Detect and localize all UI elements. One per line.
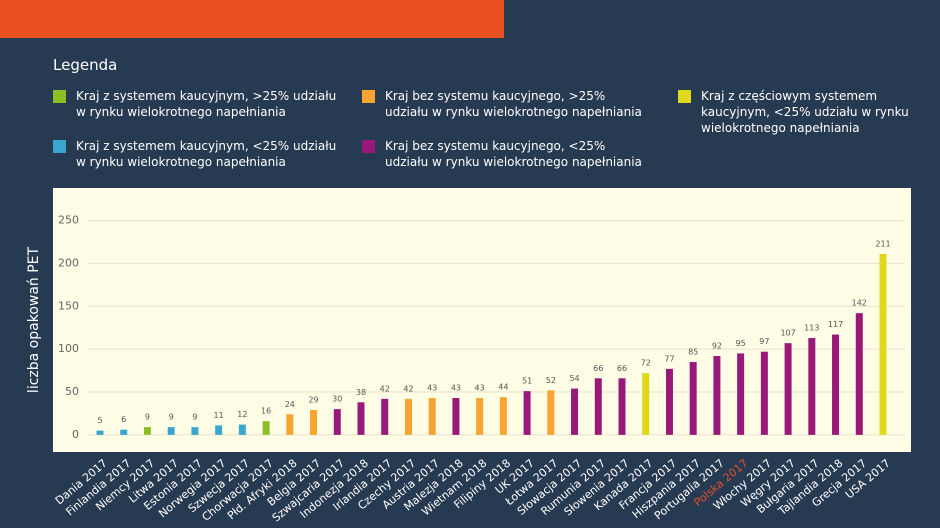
value-label: 97 <box>759 337 769 346</box>
bar <box>286 414 294 435</box>
value-label: 211 <box>875 240 890 249</box>
bar <box>808 338 816 435</box>
y-tick-label: 0 <box>72 428 79 441</box>
legend-title: Legenda <box>53 56 118 74</box>
value-label: 12 <box>237 410 247 419</box>
bar <box>404 398 412 435</box>
bar <box>618 378 626 435</box>
bar <box>96 430 104 435</box>
value-label: 24 <box>285 400 295 409</box>
value-label: 113 <box>804 324 819 333</box>
bar <box>381 398 389 435</box>
bar <box>571 388 579 435</box>
bar <box>499 397 507 435</box>
bar <box>191 427 199 435</box>
legend-item: Kraj z systemem kaucyjnym, <25% udziału … <box>53 138 341 170</box>
legend-item: Kraj z częściowym systemem kaucyjnym, <2… <box>678 88 911 136</box>
bar <box>333 409 341 435</box>
bar <box>215 425 223 435</box>
legend-swatch <box>678 90 691 103</box>
bar <box>689 362 697 435</box>
value-label: 95 <box>736 339 746 348</box>
legend-label: Kraj z systemem kaucyjnym, >25% udziału … <box>76 89 337 119</box>
value-label: 142 <box>852 299 867 308</box>
bar <box>238 424 246 435</box>
value-label: 92 <box>712 342 722 351</box>
value-label: 44 <box>498 383 508 392</box>
legend-item: Kraj z systemem kaucyjnym, >25% udziału … <box>53 88 341 120</box>
legend-swatch <box>362 140 375 153</box>
legend-label: Kraj bez systemu kaucyjnego, >25% udział… <box>385 89 642 119</box>
legend-label: Kraj bez systemu kaucyjnego, <25% udział… <box>385 139 642 169</box>
y-tick-label: 250 <box>58 214 79 227</box>
legend-label: Kraj z systemem kaucyjnym, <25% udziału … <box>76 139 337 169</box>
legend-item: Kraj bez systemu kaucyjnego, >25% udział… <box>362 88 650 120</box>
bar <box>713 356 721 435</box>
value-label: 51 <box>522 377 532 386</box>
legend-item: Kraj bez systemu kaucyjnego, <25% udział… <box>362 138 650 170</box>
bar <box>143 427 151 435</box>
value-label: 54 <box>569 374 579 383</box>
value-label: 107 <box>780 329 795 338</box>
bar <box>262 421 270 435</box>
y-axis-label: liczba opakowań PET <box>26 246 42 393</box>
value-label: 11 <box>214 411 224 420</box>
value-label: 29 <box>308 396 318 405</box>
legend-swatch <box>53 140 66 153</box>
value-label: 43 <box>475 384 485 393</box>
value-label: 38 <box>356 388 366 397</box>
legend-label: Kraj z częściowym systemem kaucyjnym, <2… <box>701 89 909 135</box>
value-label: 77 <box>664 354 674 363</box>
bar <box>642 373 650 435</box>
value-label: 43 <box>427 384 437 393</box>
value-label: 66 <box>593 364 603 373</box>
value-label: 66 <box>617 364 627 373</box>
bar <box>594 378 602 435</box>
value-label: 52 <box>546 376 556 385</box>
bar <box>120 429 128 435</box>
legend-swatch <box>362 90 375 103</box>
y-tick-label: 100 <box>58 342 79 355</box>
bar <box>855 313 863 435</box>
bar <box>665 368 673 435</box>
top-bar <box>0 0 504 38</box>
bar <box>357 402 365 435</box>
bar <box>760 351 768 435</box>
value-label: 42 <box>380 384 390 393</box>
y-tick-label: 50 <box>65 385 79 398</box>
value-label: 72 <box>641 359 651 368</box>
bar <box>832 334 840 435</box>
value-label: 43 <box>451 384 461 393</box>
value-label: 6 <box>121 415 126 424</box>
bar <box>737 353 745 435</box>
value-label: 30 <box>332 395 342 404</box>
bar <box>476 398 484 435</box>
bar <box>879 254 887 435</box>
value-label: 5 <box>97 416 102 425</box>
bar <box>547 390 555 435</box>
value-label: 42 <box>403 384 413 393</box>
value-label: 85 <box>688 348 698 357</box>
value-label: 9 <box>169 413 174 422</box>
bar <box>310 410 318 435</box>
value-label: 9 <box>192 413 197 422</box>
legend-swatch <box>53 90 66 103</box>
value-label: 9 <box>145 413 150 422</box>
bar <box>452 398 460 435</box>
bar <box>784 343 792 435</box>
value-label: 16 <box>261 407 271 416</box>
bar <box>523 391 531 435</box>
value-label: 117 <box>828 320 843 329</box>
y-tick-label: 200 <box>58 256 79 269</box>
bar <box>428 398 436 435</box>
y-tick-label: 150 <box>58 299 79 312</box>
bar <box>167 427 175 435</box>
